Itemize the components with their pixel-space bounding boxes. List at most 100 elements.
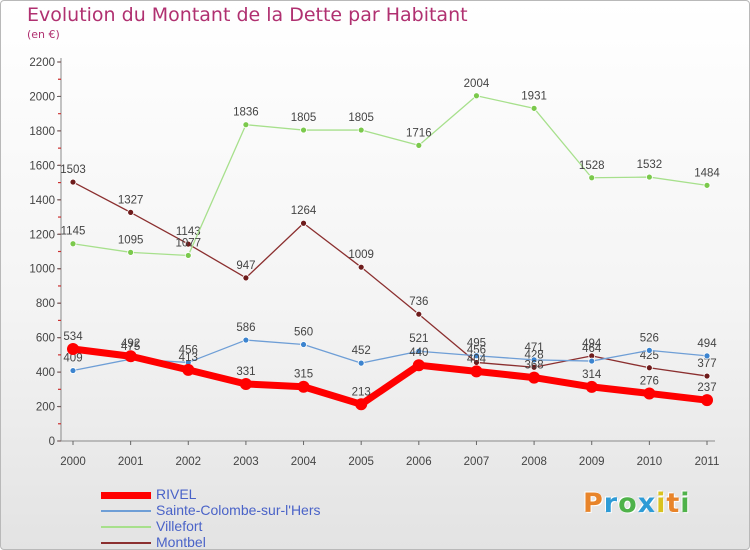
data-label: 534 bbox=[63, 331, 83, 343]
data-point bbox=[703, 372, 711, 380]
series-villefort: 1145 1095 1077 1836 1805 1805 1716 2004 1931 1528… bbox=[61, 78, 720, 259]
data-label: 1145 bbox=[61, 226, 86, 238]
series-line bbox=[72, 95, 708, 257]
series-rivel: 534 492 413 331 315 213 440 404 368 314 276 237 bbox=[63, 331, 717, 411]
logo-letter: P bbox=[583, 488, 604, 519]
legend-swatch bbox=[101, 542, 151, 544]
data-label: 213 bbox=[352, 386, 371, 398]
y-tick-label: 800 bbox=[36, 298, 55, 310]
y-tick-label: 1600 bbox=[29, 160, 55, 172]
legend-swatch bbox=[101, 526, 151, 528]
data-point bbox=[184, 252, 192, 259]
data-label: 1805 bbox=[348, 112, 374, 124]
data-label: 440 bbox=[409, 347, 428, 359]
series-line bbox=[72, 339, 708, 372]
data-point bbox=[588, 357, 596, 365]
data-label: 1532 bbox=[637, 159, 663, 171]
legend-swatch bbox=[101, 510, 151, 512]
legend-item: Villefort bbox=[101, 518, 401, 535]
data-point bbox=[355, 398, 368, 411]
data-point bbox=[645, 364, 653, 372]
data-point bbox=[242, 274, 250, 282]
legend-item: Sainte-Colombe-sur-l'Hers bbox=[101, 502, 401, 519]
chart-title: Evolution du Montant de la Dette par Hab… bbox=[27, 4, 468, 26]
data-label: 315 bbox=[294, 369, 313, 381]
data-label: 475 bbox=[121, 341, 140, 353]
data-point bbox=[242, 121, 250, 129]
data-point bbox=[69, 367, 77, 374]
data-point bbox=[703, 352, 711, 360]
legend: RIVEL Sainte-Colombe-sur-l'Hers Villefort M… bbox=[101, 486, 401, 550]
data-point bbox=[184, 240, 192, 248]
data-label: 1805 bbox=[291, 112, 317, 124]
data-point bbox=[300, 341, 307, 348]
data-point bbox=[470, 365, 483, 378]
data-point bbox=[643, 387, 656, 400]
data-label: 495 bbox=[467, 338, 486, 350]
y-tick-label: 400 bbox=[36, 367, 55, 379]
data-point bbox=[588, 174, 596, 182]
data-label: 1836 bbox=[233, 107, 259, 119]
x-tick-label: 2007 bbox=[464, 456, 490, 468]
data-label: 1716 bbox=[406, 127, 432, 139]
logo-letter: i bbox=[656, 488, 667, 519]
data-point bbox=[645, 346, 653, 354]
data-label: 2004 bbox=[464, 78, 490, 90]
y-tick-label: 1200 bbox=[29, 229, 55, 241]
data-point bbox=[473, 352, 480, 360]
logo-letter: i bbox=[680, 488, 691, 519]
data-label: 276 bbox=[640, 375, 659, 387]
data-point bbox=[239, 377, 252, 390]
y-tick-label: 1400 bbox=[29, 195, 55, 207]
data-label: 456 bbox=[179, 344, 198, 356]
legend-item: RIVEL bbox=[101, 486, 401, 503]
data-label: 1264 bbox=[291, 205, 317, 217]
series-line bbox=[72, 181, 708, 377]
data-point bbox=[300, 219, 307, 227]
legend-label: Villefort bbox=[156, 518, 203, 534]
data-label: 425 bbox=[640, 350, 659, 362]
data-point bbox=[415, 347, 423, 355]
data-label: 409 bbox=[63, 353, 82, 365]
series-sainte-colombe-sur-l-hers: 409 475 456 586 560 452 521 495 471 464 526 494 bbox=[63, 322, 717, 374]
legend-swatch bbox=[101, 491, 151, 499]
x-tick-label: 2001 bbox=[118, 456, 144, 468]
data-point bbox=[357, 359, 365, 367]
logo-letter: o bbox=[618, 488, 638, 519]
data-point bbox=[530, 356, 538, 364]
data-point bbox=[528, 371, 541, 384]
data-point bbox=[415, 141, 423, 149]
data-point bbox=[300, 126, 307, 134]
data-point bbox=[530, 104, 538, 112]
y-tick-label: 1000 bbox=[29, 264, 55, 276]
data-point bbox=[357, 263, 365, 271]
data-point bbox=[645, 173, 653, 181]
y-tick-label: 2200 bbox=[29, 57, 55, 69]
data-label: 521 bbox=[409, 333, 428, 345]
data-label: 1528 bbox=[579, 160, 605, 172]
data-label: 492 bbox=[121, 338, 140, 350]
data-label: 1503 bbox=[60, 164, 86, 176]
data-point bbox=[67, 343, 79, 356]
data-point bbox=[530, 363, 538, 371]
data-point bbox=[182, 363, 195, 376]
data-label: 1009 bbox=[348, 249, 374, 261]
data-point bbox=[69, 178, 77, 186]
x-tick-label: 2006 bbox=[406, 456, 432, 468]
data-label: 494 bbox=[582, 338, 602, 350]
data-label: 368 bbox=[524, 360, 543, 372]
data-label: 464 bbox=[582, 343, 602, 355]
data-label: 494 bbox=[697, 338, 717, 350]
y-tick-label: 600 bbox=[36, 333, 55, 345]
data-label: 452 bbox=[352, 345, 371, 357]
x-tick-label: 2005 bbox=[348, 456, 374, 468]
data-label: 1931 bbox=[521, 90, 547, 102]
data-label: 471 bbox=[524, 342, 543, 354]
x-tick-label: 2004 bbox=[291, 456, 317, 468]
data-label: 331 bbox=[236, 366, 255, 378]
x-tick-label: 2003 bbox=[233, 456, 259, 468]
data-point bbox=[357, 126, 365, 134]
data-label: 404 bbox=[467, 353, 487, 365]
legend-label: Montbel bbox=[156, 534, 206, 550]
